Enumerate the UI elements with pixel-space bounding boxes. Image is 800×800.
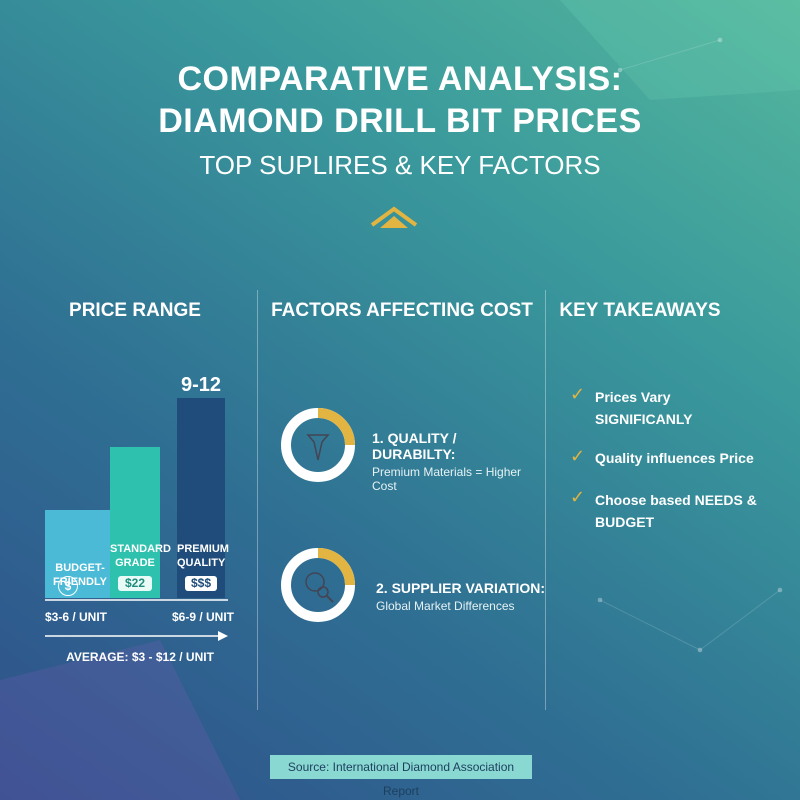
tier-label: PREMIUM QUALITY: [177, 543, 229, 569]
bar: [45, 510, 122, 598]
factor: 2. SUPPLIER VARIATION: Global Market Dif…: [376, 580, 546, 613]
takeaway: Choose based NEEDS & BUDGET: [595, 492, 757, 530]
bar-label: 9-12: [180, 374, 222, 396]
section-heading: KEY TAKEAWAYS: [559, 300, 721, 321]
section-heading: FACTORS AFFECTING COST: [271, 300, 533, 321]
bar: [177, 398, 225, 598]
factor-title: 1. QUALITY / DURABILTY:: [372, 430, 457, 462]
tier-label: STANDARD GRADE: [110, 543, 171, 569]
source: Source: International Diamond Associatio…: [270, 755, 532, 798]
takeaway: Quality influences Price: [595, 450, 754, 466]
tier-badge: $22: [118, 576, 152, 591]
average-label: AVERAGE: $3 - $12 / UNIT: [66, 650, 214, 664]
title: DIAMOND DRILL BIT PRICES: [158, 102, 642, 140]
check-icon: ✓: [570, 384, 586, 404]
factor-title: 2. SUPPLIER VARIATION:: [376, 580, 546, 596]
divider: [257, 290, 258, 710]
bar: [110, 447, 160, 598]
check-icon: ✓: [570, 446, 586, 466]
factor: 1. QUALITY / DURABILTY: Premium Material…: [372, 430, 542, 493]
section-heading: PRICE RANGE: [69, 300, 201, 321]
title: COMPARATIVE ANALYSIS:: [177, 60, 623, 98]
check-icon: ✓: [570, 487, 586, 507]
takeaway: Prices Vary SIGNIFICANLY: [595, 389, 693, 427]
tier-badge: $$$: [185, 576, 217, 591]
divider: [545, 290, 546, 710]
subtitle: TOP SUPLIRES & KEY FACTORS: [199, 150, 601, 180]
range-label: $6-9 / UNIT: [172, 610, 235, 624]
range-label: $3-6 / UNIT: [45, 610, 108, 624]
factor-text: Premium Materials = Higher Cost: [372, 465, 522, 493]
factor-text: Global Market Differences: [376, 599, 515, 613]
tier-badge: $: [58, 576, 78, 596]
